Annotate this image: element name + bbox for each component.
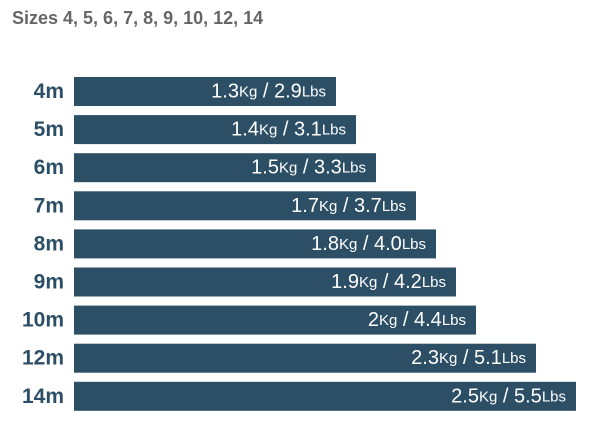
value-label: 1.4Kg / 3.1Lbs xyxy=(231,119,346,141)
category-label: 4m xyxy=(34,80,64,103)
value-label: 1.5Kg / 3.3Lbs xyxy=(251,157,366,179)
bar xyxy=(74,77,336,106)
value-label: 1.8Kg / 4.0Lbs xyxy=(311,233,426,255)
value-label: 1.7Kg / 3.7Lbs xyxy=(291,195,406,217)
category-label: 5m xyxy=(34,118,64,141)
category-label: 8m xyxy=(34,232,64,255)
bar xyxy=(74,305,476,335)
value-label: 2Kg / 4.4Lbs xyxy=(368,309,466,331)
bar xyxy=(74,229,436,259)
value-label: 2.5Kg / 5.5Lbs xyxy=(451,386,566,408)
bar xyxy=(74,191,416,221)
bar xyxy=(74,153,376,183)
bar xyxy=(74,343,536,373)
chart-title: Sizes 4, 5, 6, 7, 8, 9, 10, 12, 14 xyxy=(12,8,263,28)
category-label: 9m xyxy=(34,271,64,294)
bar xyxy=(74,381,576,411)
value-label: 2.3Kg / 5.1Lbs xyxy=(411,347,526,369)
bar xyxy=(74,267,456,297)
category-label: 6m xyxy=(34,156,64,179)
value-label: 1.3Kg / 2.9Lbs xyxy=(211,81,326,103)
category-label: 10m xyxy=(22,309,64,332)
category-label: 14m xyxy=(22,385,64,408)
value-label: 1.9Kg / 4.2Lbs xyxy=(331,271,446,293)
category-label: 12m xyxy=(22,347,64,370)
bar xyxy=(74,115,356,145)
category-label: 7m xyxy=(34,194,64,217)
